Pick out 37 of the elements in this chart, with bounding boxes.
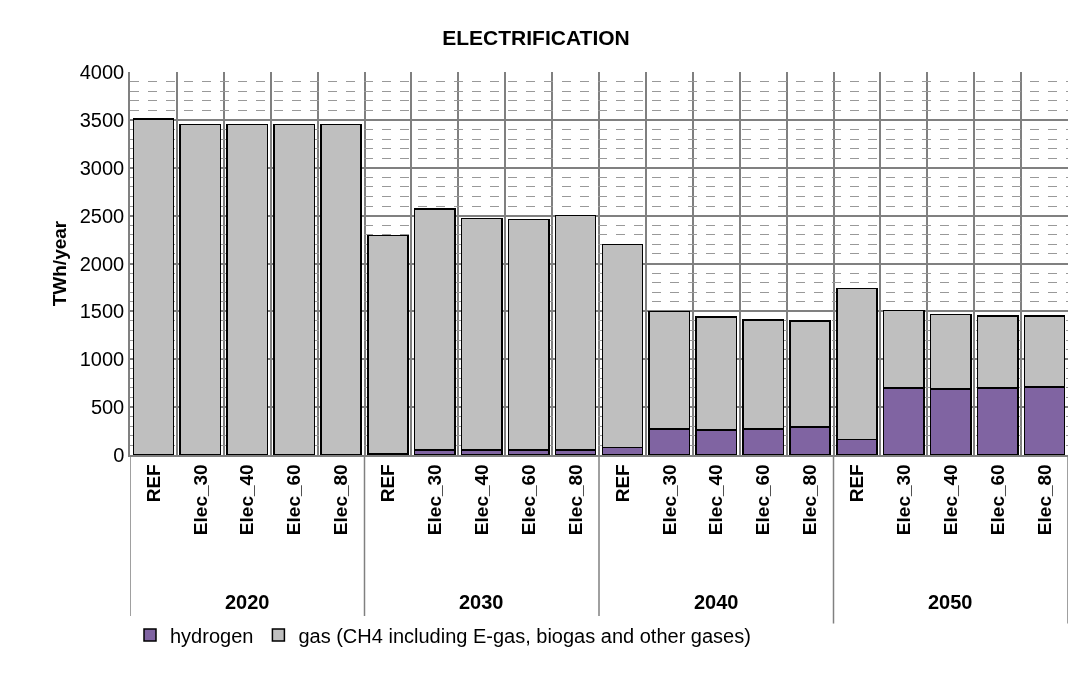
y-tick-label: 2500 (79, 204, 125, 227)
text: 2030 (459, 591, 504, 613)
x-tick-label: Elec_60 (517, 464, 539, 536)
y-tick-label: 4000 (79, 61, 125, 83)
x-tick-label: REF (377, 464, 399, 503)
x-tick-label: REF (846, 464, 868, 503)
text: 2040 (694, 591, 739, 613)
legend-label: hydrogen (170, 624, 254, 647)
y-tick-label: 2000 (79, 252, 125, 275)
x-tick-label: Elec_30 (189, 464, 211, 536)
x-tick-label: Elec_60 (283, 464, 305, 536)
x-tick-label: Elec_80 (799, 464, 821, 536)
y-axis-title: TWh/year (49, 220, 71, 307)
x-tick-label: Elec_30 (658, 464, 680, 536)
x-tick-label: Elec_30 (424, 464, 446, 536)
x-tick-label: REF (142, 464, 164, 503)
text: 2050 (928, 591, 973, 613)
y-tick-label: 500 (90, 396, 125, 419)
x-tick-label: Elec_60 (986, 464, 1008, 536)
x-tick-label: Elec_40 (470, 464, 492, 536)
x-tick-label: Elec_40 (705, 464, 727, 536)
x-tick-label: Elec_40 (236, 464, 258, 536)
y-tick-label: 0 (113, 444, 125, 466)
x-tick-label: Elec_40 (939, 464, 961, 536)
text: 2020 (225, 591, 270, 613)
y-tick-label: 3000 (79, 156, 125, 179)
x-tick-label: Elec_80 (564, 464, 586, 536)
y-tick-label: 1000 (79, 348, 125, 371)
x-tick-label: Elec_30 (893, 464, 915, 536)
x-tick-label: Elec_80 (1033, 464, 1055, 536)
x-tick-label: REF (611, 464, 633, 503)
legend-label: gas (CH4 including E-gas, biogas and other gases) (298, 624, 751, 647)
chart-title: ELECTRIFICATION (442, 26, 630, 50)
x-tick-label: Elec_60 (752, 464, 774, 536)
x-tick-label: Elec_80 (330, 464, 352, 536)
y-tick-label: 1500 (79, 300, 125, 323)
y-tick-label: 3500 (79, 108, 125, 131)
